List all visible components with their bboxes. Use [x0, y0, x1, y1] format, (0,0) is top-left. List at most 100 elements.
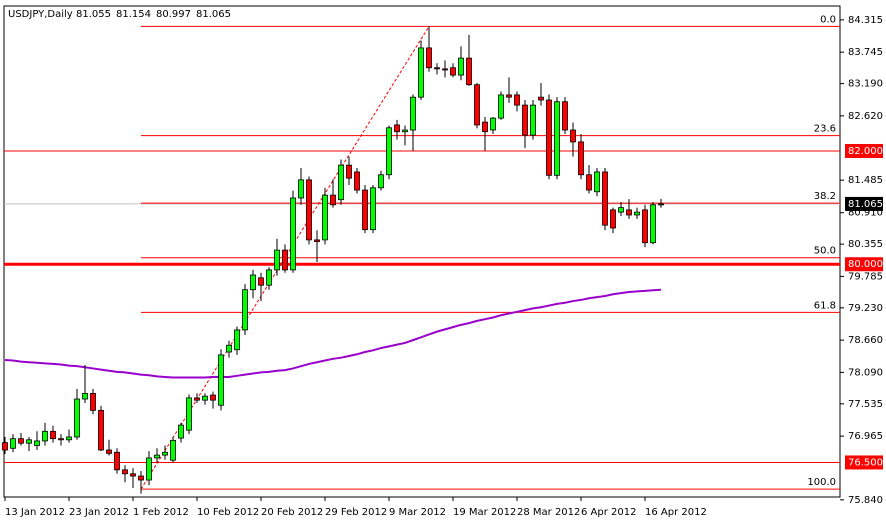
- x-tick-label: 13 Jan 2012: [5, 507, 65, 518]
- y-tick-label: 77.535: [848, 399, 883, 410]
- y-tick-label: 79.785: [848, 271, 883, 282]
- fib-label: 50.0: [814, 246, 836, 257]
- price-level-box: [845, 455, 883, 470]
- header-high: 81.154: [116, 9, 151, 20]
- header: USDJPY,Daily 81.055 81.154 80.997 81.065: [8, 9, 231, 20]
- candle-body: [506, 94, 512, 98]
- header-open: 81.055: [76, 9, 111, 20]
- header-close: 81.065: [196, 9, 231, 20]
- candle-body: [330, 194, 336, 206]
- y-tick-label: 78.660: [848, 335, 883, 346]
- candle-body: [314, 239, 320, 242]
- candle-body: [474, 84, 480, 126]
- candle-body: [138, 475, 144, 481]
- candle-body: [250, 274, 256, 291]
- y-tick-label: 75.840: [848, 495, 883, 506]
- candle-body: [594, 171, 600, 193]
- candle-body: [10, 438, 16, 449]
- candle-body: [26, 439, 32, 444]
- y-tick-label: 78.090: [848, 367, 883, 378]
- candle-body: [650, 204, 656, 244]
- candle-body: [618, 207, 624, 213]
- candle-body: [146, 457, 152, 481]
- fib-label: 38.2: [814, 191, 836, 202]
- candle-body: [298, 179, 304, 199]
- y-tick-label: 76.965: [848, 431, 883, 442]
- candle-body: [410, 96, 416, 131]
- price-level-box: [845, 143, 883, 158]
- candle-body: [2, 442, 8, 451]
- candle-body: [74, 398, 80, 438]
- y-tick-label: 83.190: [848, 79, 883, 90]
- candle-body: [18, 438, 24, 444]
- candle-body: [98, 409, 104, 451]
- x-tick-label: 29 Feb 2012: [325, 507, 387, 518]
- price-level-label: 82.000: [848, 146, 883, 157]
- candle-body: [106, 449, 112, 454]
- candle-body: [194, 397, 200, 401]
- price-level-label: 80.000: [848, 259, 883, 270]
- candle-body: [162, 451, 168, 456]
- candle-body: [466, 57, 472, 86]
- candle-body: [554, 101, 560, 176]
- y-tick-label: 80.355: [848, 239, 883, 250]
- candle-body: [658, 203, 664, 206]
- candle-body: [154, 454, 160, 459]
- candle-body: [546, 99, 552, 176]
- candle-body: [290, 197, 296, 271]
- y-tick-label: 84.315: [848, 15, 883, 26]
- candle-body: [226, 344, 232, 353]
- x-tick-label: 10 Feb 2012: [197, 507, 259, 518]
- candle-body: [266, 269, 272, 286]
- candle-body: [642, 209, 648, 244]
- bid-box: [845, 196, 883, 211]
- candle-body: [522, 104, 528, 136]
- candle-body: [306, 179, 312, 241]
- candle-body: [610, 209, 616, 229]
- candle-body: [178, 424, 184, 439]
- candle-body: [538, 96, 544, 101]
- x-tick-label: 16 Apr 2012: [645, 507, 707, 518]
- candle-body: [602, 171, 608, 226]
- candle-body: [42, 430, 48, 442]
- candle-body: [258, 277, 264, 286]
- candle-body: [418, 47, 424, 98]
- y-tick-label: 81.485: [848, 175, 883, 186]
- candle-body: [394, 124, 400, 133]
- candle-body: [458, 57, 464, 76]
- candle-body: [218, 354, 224, 406]
- candle-body: [170, 439, 176, 461]
- candle-body: [586, 174, 592, 191]
- candle-body: [66, 436, 72, 441]
- x-tick-label: 28 Mar 2012: [517, 507, 580, 518]
- candle-body: [370, 187, 376, 231]
- candle-body: [130, 473, 136, 477]
- candle-body: [562, 101, 568, 131]
- candle-body: [202, 395, 208, 401]
- candle-body: [514, 94, 520, 106]
- x-tick-label: 19 Mar 2012: [453, 507, 516, 518]
- candle-body: [90, 392, 96, 411]
- candle-body: [322, 194, 328, 241]
- x-tick-label: 20 Feb 2012: [261, 507, 323, 518]
- candle-body: [626, 209, 632, 216]
- candle-body: [210, 394, 216, 401]
- candle-body: [186, 397, 192, 431]
- moving-average: [4, 288, 662, 379]
- candle-body: [282, 249, 288, 271]
- y-tick-label: 79.230: [848, 303, 883, 314]
- header-low: 80.997: [156, 9, 191, 20]
- candle-body: [234, 329, 240, 351]
- candle-body: [490, 117, 496, 131]
- bid-label: 81.065: [848, 199, 883, 210]
- fib-label: 100.0: [807, 477, 836, 488]
- x-tick-label: 1 Feb 2012: [133, 507, 189, 518]
- candle-body: [402, 129, 408, 133]
- candle-body: [82, 392, 88, 400]
- candle-body: [530, 104, 536, 136]
- y-tick-label: 80.910: [848, 208, 883, 219]
- price-level-label: 76.500: [848, 457, 883, 468]
- candle-body: [346, 164, 352, 179]
- x-tick-label: 23 Jan 2012: [69, 507, 129, 518]
- candle-body: [34, 440, 40, 446]
